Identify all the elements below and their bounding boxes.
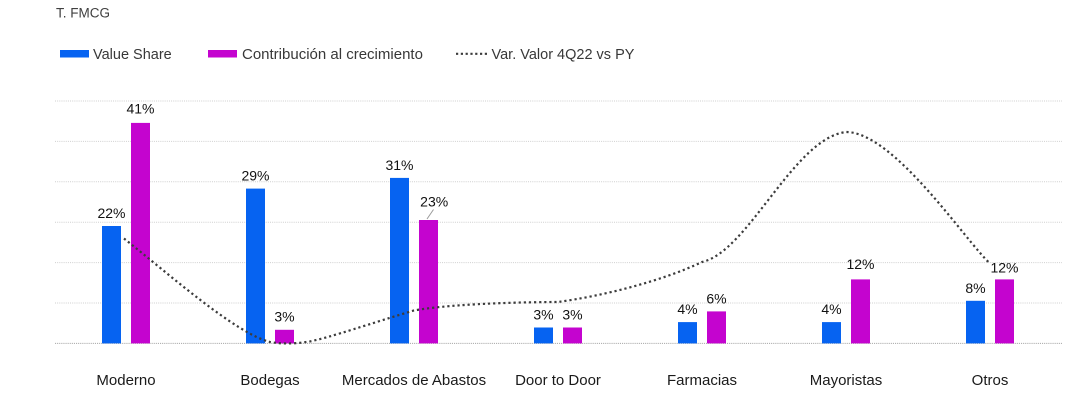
svg-text:4%: 4% — [821, 301, 841, 317]
svg-text:Bodegas: Bodegas — [240, 372, 299, 389]
svg-text:Door to Door: Door to Door — [515, 372, 601, 389]
svg-text:Value Share: Value Share — [93, 47, 172, 63]
svg-text:3%: 3% — [274, 309, 294, 325]
svg-text:31%: 31% — [385, 157, 413, 173]
svg-text:12%: 12% — [990, 259, 1018, 275]
svg-text:8%: 8% — [965, 280, 985, 296]
svg-text:T. FMCG: T. FMCG — [56, 6, 110, 21]
svg-text:6%: 6% — [706, 290, 726, 306]
svg-text:Mercados de Abastos: Mercados de Abastos — [342, 372, 486, 389]
svg-text:29%: 29% — [241, 168, 269, 184]
svg-text:Otros: Otros — [972, 372, 1009, 389]
svg-text:3%: 3% — [533, 307, 553, 323]
svg-text:Moderno: Moderno — [96, 372, 155, 389]
svg-text:Contribución al crecimiento: Contribución al crecimiento — [242, 46, 423, 63]
svg-text:22%: 22% — [97, 205, 125, 221]
svg-text:3%: 3% — [562, 307, 582, 323]
svg-text:Mayoristas: Mayoristas — [810, 372, 883, 389]
svg-text:12%: 12% — [846, 256, 874, 272]
svg-text:41%: 41% — [126, 101, 154, 117]
svg-text:Farmacias: Farmacias — [667, 372, 737, 389]
svg-text:4%: 4% — [677, 301, 697, 317]
svg-text:Var. Valor 4Q22 vs PY: Var. Valor 4Q22 vs PY — [492, 47, 635, 63]
svg-text:23%: 23% — [420, 194, 448, 210]
